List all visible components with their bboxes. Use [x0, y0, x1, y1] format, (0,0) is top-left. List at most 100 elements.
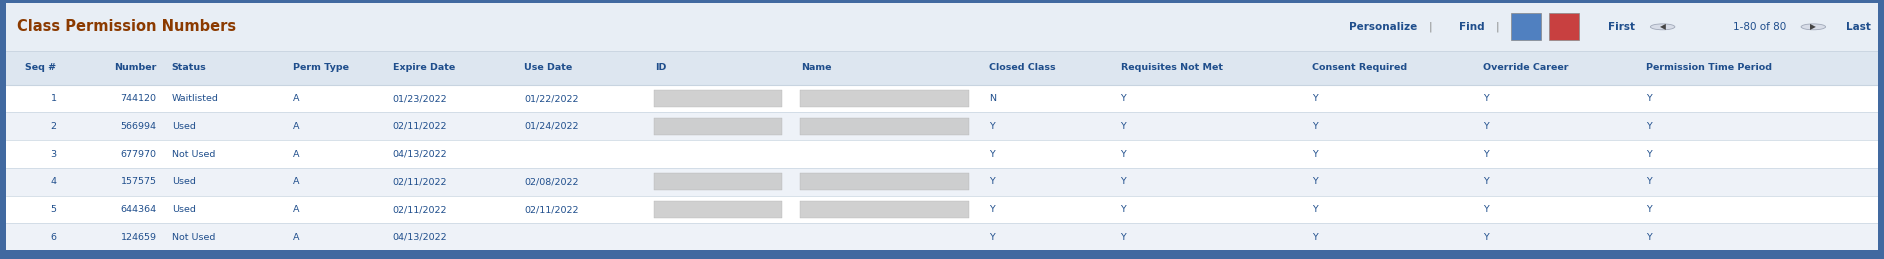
- Bar: [799, 90, 968, 107]
- Text: 1-80 of 80: 1-80 of 80: [1733, 22, 1786, 32]
- Bar: [0, 250, 1884, 259]
- Text: A: A: [292, 205, 300, 214]
- Text: 5: 5: [51, 205, 57, 214]
- Bar: [6, 140, 1878, 168]
- Text: Y: Y: [989, 122, 995, 131]
- Text: A: A: [292, 122, 300, 131]
- Bar: [0, 0, 6, 259]
- Text: A: A: [292, 233, 300, 242]
- Text: Y: Y: [1121, 205, 1127, 214]
- Text: ◀: ◀: [1660, 22, 1665, 31]
- Text: Number: Number: [115, 63, 156, 72]
- Text: Y: Y: [1121, 122, 1127, 131]
- Text: Y: Y: [1483, 205, 1488, 214]
- Text: 1: 1: [51, 94, 57, 103]
- Text: 6: 6: [51, 233, 57, 242]
- Text: 677970: 677970: [121, 149, 156, 159]
- Text: Not Used: Not Used: [171, 233, 215, 242]
- Text: Y: Y: [1483, 233, 1488, 242]
- Text: A: A: [292, 177, 300, 186]
- Text: Consent Required: Consent Required: [1313, 63, 1407, 72]
- Text: 3: 3: [51, 149, 57, 159]
- Text: A: A: [292, 94, 300, 103]
- Text: 157575: 157575: [121, 177, 156, 186]
- Text: Y: Y: [1647, 233, 1652, 242]
- Text: Status: Status: [171, 63, 207, 72]
- Bar: [654, 174, 782, 190]
- Bar: [1878, 0, 1884, 259]
- Bar: [6, 112, 1878, 140]
- Text: 2: 2: [51, 122, 57, 131]
- Text: Y: Y: [989, 205, 995, 214]
- Bar: [654, 118, 782, 135]
- Bar: [799, 174, 968, 190]
- Ellipse shape: [1650, 24, 1675, 30]
- Text: Y: Y: [1647, 177, 1652, 186]
- Text: Y: Y: [989, 177, 995, 186]
- Text: 04/13/2022: 04/13/2022: [392, 233, 447, 242]
- Text: 566994: 566994: [121, 122, 156, 131]
- Bar: [799, 118, 968, 135]
- Text: Permission Time Period: Permission Time Period: [1647, 63, 1773, 72]
- Text: Y: Y: [1121, 177, 1127, 186]
- Text: Used: Used: [171, 122, 196, 131]
- Text: Y: Y: [1647, 122, 1652, 131]
- Text: |: |: [1428, 21, 1432, 32]
- Text: Y: Y: [1483, 122, 1488, 131]
- Text: Y: Y: [1313, 149, 1319, 159]
- Text: Closed Class: Closed Class: [989, 63, 1055, 72]
- Text: Y: Y: [1313, 233, 1319, 242]
- Text: 01/24/2022: 01/24/2022: [524, 122, 578, 131]
- Text: Perm Type: Perm Type: [292, 63, 349, 72]
- Text: Y: Y: [989, 149, 995, 159]
- Text: First: First: [1609, 22, 1635, 32]
- Bar: [654, 201, 782, 218]
- Bar: [6, 51, 1878, 85]
- Text: 04/13/2022: 04/13/2022: [392, 149, 447, 159]
- Text: Requisites Not Met: Requisites Not Met: [1121, 63, 1223, 72]
- Text: Y: Y: [1647, 94, 1652, 103]
- Text: Y: Y: [1483, 149, 1488, 159]
- Text: Override Career: Override Career: [1483, 63, 1569, 72]
- Text: Seq #: Seq #: [24, 63, 57, 72]
- Text: 02/11/2022: 02/11/2022: [524, 205, 578, 214]
- Text: Y: Y: [1121, 149, 1127, 159]
- Text: Y: Y: [1647, 149, 1652, 159]
- Text: Used: Used: [171, 205, 196, 214]
- Text: |: |: [1496, 21, 1500, 32]
- Text: Last: Last: [1846, 22, 1871, 32]
- Text: Find: Find: [1458, 22, 1485, 32]
- Text: ▶: ▶: [1811, 22, 1816, 31]
- Bar: [6, 168, 1878, 196]
- Text: Y: Y: [1647, 205, 1652, 214]
- Bar: [6, 3, 1878, 51]
- Text: 01/22/2022: 01/22/2022: [524, 94, 578, 103]
- Text: 01/23/2022: 01/23/2022: [392, 94, 447, 103]
- Bar: [6, 85, 1878, 112]
- Text: Waitlisted: Waitlisted: [171, 94, 219, 103]
- Text: Y: Y: [989, 233, 995, 242]
- Text: Y: Y: [1313, 177, 1319, 186]
- Text: Not Used: Not Used: [171, 149, 215, 159]
- Bar: [1511, 13, 1541, 40]
- Text: Expire Date: Expire Date: [392, 63, 454, 72]
- Bar: [1549, 13, 1579, 40]
- Text: Y: Y: [1313, 122, 1319, 131]
- Text: Y: Y: [1483, 94, 1488, 103]
- Text: 124659: 124659: [121, 233, 156, 242]
- Bar: [654, 90, 782, 107]
- Bar: [0, 0, 1884, 3]
- Text: Used: Used: [171, 177, 196, 186]
- Text: Y: Y: [1483, 177, 1488, 186]
- Text: 02/11/2022: 02/11/2022: [392, 205, 447, 214]
- Text: Name: Name: [801, 63, 833, 72]
- Text: Personalize: Personalize: [1349, 22, 1417, 32]
- Text: Y: Y: [1313, 94, 1319, 103]
- Text: 02/11/2022: 02/11/2022: [392, 177, 447, 186]
- Text: 644364: 644364: [121, 205, 156, 214]
- Bar: [6, 196, 1878, 224]
- Bar: [6, 224, 1878, 251]
- Text: Y: Y: [1121, 94, 1127, 103]
- Text: 02/11/2022: 02/11/2022: [392, 122, 447, 131]
- Bar: [799, 201, 968, 218]
